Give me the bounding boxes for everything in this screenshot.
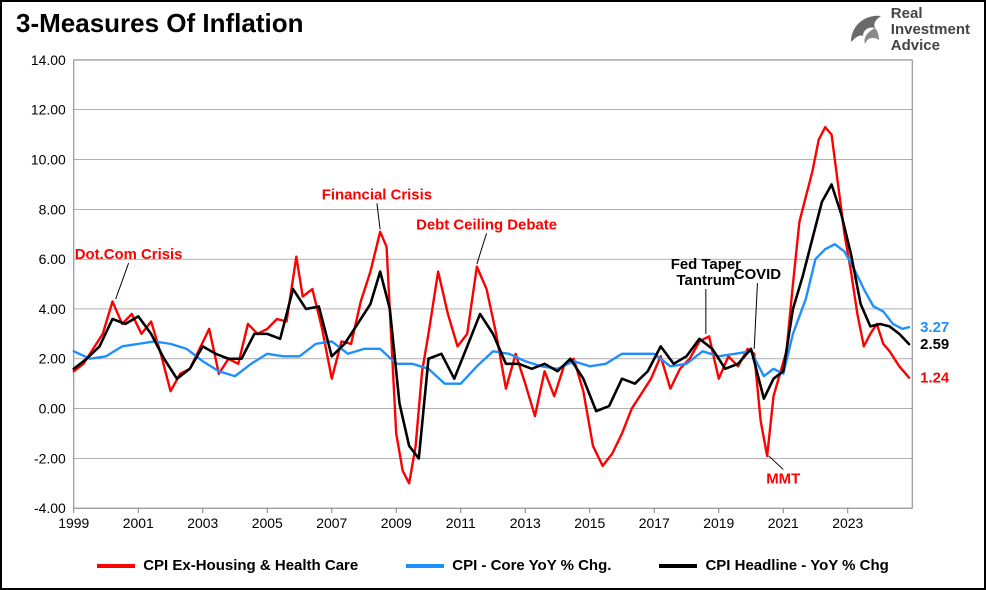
svg-text:2003: 2003 [187, 515, 218, 531]
svg-text:2009: 2009 [381, 515, 412, 531]
chart-title: 3-Measures Of Inflation [16, 8, 304, 39]
svg-text:2007: 2007 [316, 515, 347, 531]
svg-text:12.00: 12.00 [31, 102, 66, 118]
svg-text:2005: 2005 [252, 515, 283, 531]
svg-text:2001: 2001 [123, 515, 154, 531]
svg-text:10.00: 10.00 [31, 152, 66, 168]
svg-text:1999: 1999 [58, 515, 89, 531]
svg-text:Debt Ceiling Debate: Debt Ceiling Debate [416, 217, 557, 233]
legend-item: CPI Ex-Housing & Health Care [97, 557, 358, 574]
svg-text:6.00: 6.00 [39, 251, 66, 267]
svg-text:MMT: MMT [766, 471, 800, 487]
svg-text:2023: 2023 [832, 515, 863, 531]
svg-text:2011: 2011 [446, 515, 476, 531]
svg-text:Fed Taper: Fed Taper [671, 257, 741, 273]
legend-swatch [659, 564, 697, 568]
legend-item: CPI - Core YoY % Chg. [406, 557, 611, 574]
svg-text:2.59: 2.59 [920, 337, 949, 353]
logo-line1: Real [891, 6, 970, 22]
brand-logo: Real Investment Advice [845, 6, 970, 53]
legend-swatch [406, 564, 444, 568]
svg-text:Financial Crisis: Financial Crisis [322, 187, 432, 203]
svg-text:COVID: COVID [734, 267, 781, 283]
svg-text:14.00: 14.00 [31, 52, 66, 68]
legend-label: CPI Headline - YoY % Chg [705, 557, 888, 574]
svg-text:-4.00: -4.00 [34, 500, 66, 516]
logo-line2: Investment [891, 22, 970, 38]
svg-text:2019: 2019 [703, 515, 734, 531]
svg-text:8.00: 8.00 [39, 201, 66, 217]
svg-text:2021: 2021 [768, 515, 799, 531]
svg-text:4.00: 4.00 [39, 301, 66, 317]
svg-text:-2.00: -2.00 [34, 450, 66, 466]
svg-text:2015: 2015 [574, 515, 605, 531]
svg-text:2013: 2013 [510, 515, 541, 531]
svg-text:0.00: 0.00 [39, 401, 66, 417]
svg-text:Tantrum: Tantrum [677, 273, 736, 289]
svg-text:2.00: 2.00 [39, 351, 66, 367]
line-chart: -4.00 -2.00 0.00 2.00 4.00 6.00 8.00 10.00 12.00… [18, 50, 968, 536]
eagle-icon [845, 10, 885, 50]
legend-item: CPI Headline - YoY % Chg [659, 557, 888, 574]
legend-swatch [97, 564, 135, 568]
legend: CPI Ex-Housing & Health Care CPI - Core … [2, 557, 984, 574]
legend-label: CPI Ex-Housing & Health Care [143, 557, 358, 574]
legend-label: CPI - Core YoY % Chg. [452, 557, 611, 574]
svg-text:Dot.Com Crisis: Dot.Com Crisis [75, 247, 183, 263]
svg-text:1.24: 1.24 [920, 371, 950, 387]
chart-frame: { "title": "3-Measures Of Inflation", "l… [0, 0, 986, 590]
svg-text:3.27: 3.27 [920, 320, 949, 336]
svg-text:2017: 2017 [639, 515, 670, 531]
